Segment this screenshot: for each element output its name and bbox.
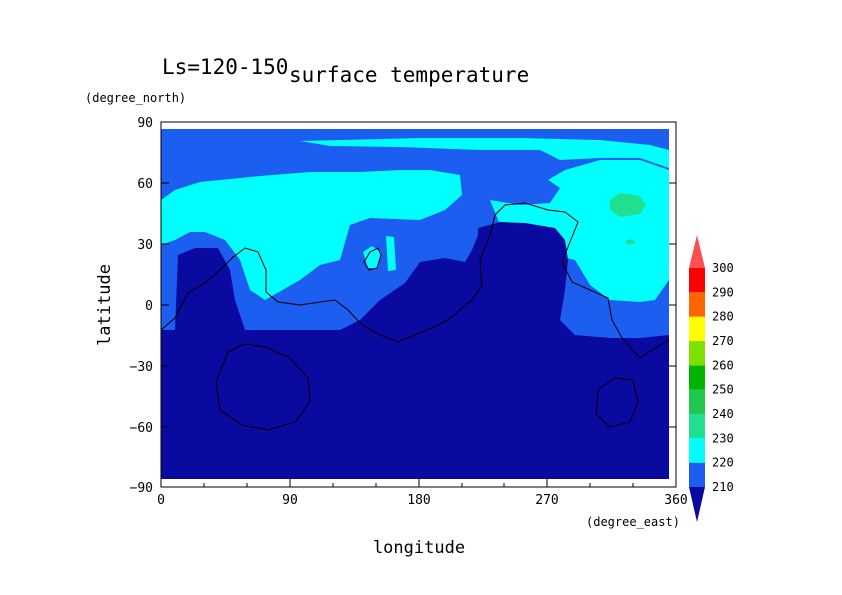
colorbar-segment bbox=[689, 341, 705, 366]
chart-subtitle: Ls=120-150 bbox=[162, 55, 288, 79]
colorbar-segment bbox=[689, 268, 705, 293]
colorbar-level-label: 210 bbox=[712, 480, 734, 494]
x-tick-label: 360 bbox=[664, 493, 687, 508]
colorbar-extend-high bbox=[689, 235, 705, 268]
y-tick-label: −30 bbox=[130, 360, 153, 375]
x-tick-label: 180 bbox=[407, 493, 430, 508]
colorbar-level-label: 300 bbox=[712, 261, 734, 275]
colorbar-level-label: 230 bbox=[712, 431, 734, 445]
colorbar-level-label: 250 bbox=[712, 383, 734, 397]
y-tick-label: 90 bbox=[137, 116, 153, 131]
y-tick-label: 0 bbox=[145, 299, 153, 314]
y-unit-label: (degree_north) bbox=[85, 91, 186, 105]
colorbar: 210 220 230 240 250 260 270 280 290 300 bbox=[689, 235, 734, 522]
y-axis-label: latitude bbox=[95, 264, 115, 346]
y-tick-label: 30 bbox=[137, 238, 153, 253]
colorbar-segment bbox=[689, 316, 705, 341]
contour-fill-below-210 bbox=[161, 222, 669, 479]
colorbar-level-label: 280 bbox=[712, 310, 734, 324]
colorbar-segment bbox=[689, 365, 705, 390]
y-tick-label: 60 bbox=[137, 177, 153, 192]
colorbar-segment bbox=[689, 438, 705, 463]
chart-title: surface temperature bbox=[289, 63, 529, 87]
tick-marks bbox=[160, 121, 677, 488]
colorbar-segment bbox=[689, 292, 705, 317]
contour-fill-220-230 bbox=[161, 138, 669, 302]
colorbar-level-label: 270 bbox=[712, 334, 734, 348]
colorbar-level-label: 240 bbox=[712, 407, 734, 421]
x-axis-label: longitude bbox=[373, 538, 465, 558]
colorbar-level-label: 260 bbox=[712, 358, 734, 372]
topography-contours bbox=[160, 202, 670, 431]
x-tick-label: 270 bbox=[535, 493, 558, 508]
colorbar-segment bbox=[689, 414, 705, 439]
colorbar-segment bbox=[689, 462, 705, 487]
x-unit-label: (degree_east) bbox=[586, 515, 680, 529]
colorbar-segment bbox=[689, 389, 705, 414]
colorbar-extend-low bbox=[689, 487, 705, 522]
colorbar-level-label: 220 bbox=[712, 456, 734, 470]
plot-area bbox=[161, 129, 669, 479]
contour-fill-230-240 bbox=[610, 193, 646, 245]
y-tick-label: −60 bbox=[130, 421, 153, 436]
x-tick-label: 0 bbox=[157, 493, 165, 508]
x-tick-label: 90 bbox=[282, 493, 298, 508]
y-tick-label: −90 bbox=[130, 481, 153, 496]
colorbar-level-label: 290 bbox=[712, 285, 734, 299]
